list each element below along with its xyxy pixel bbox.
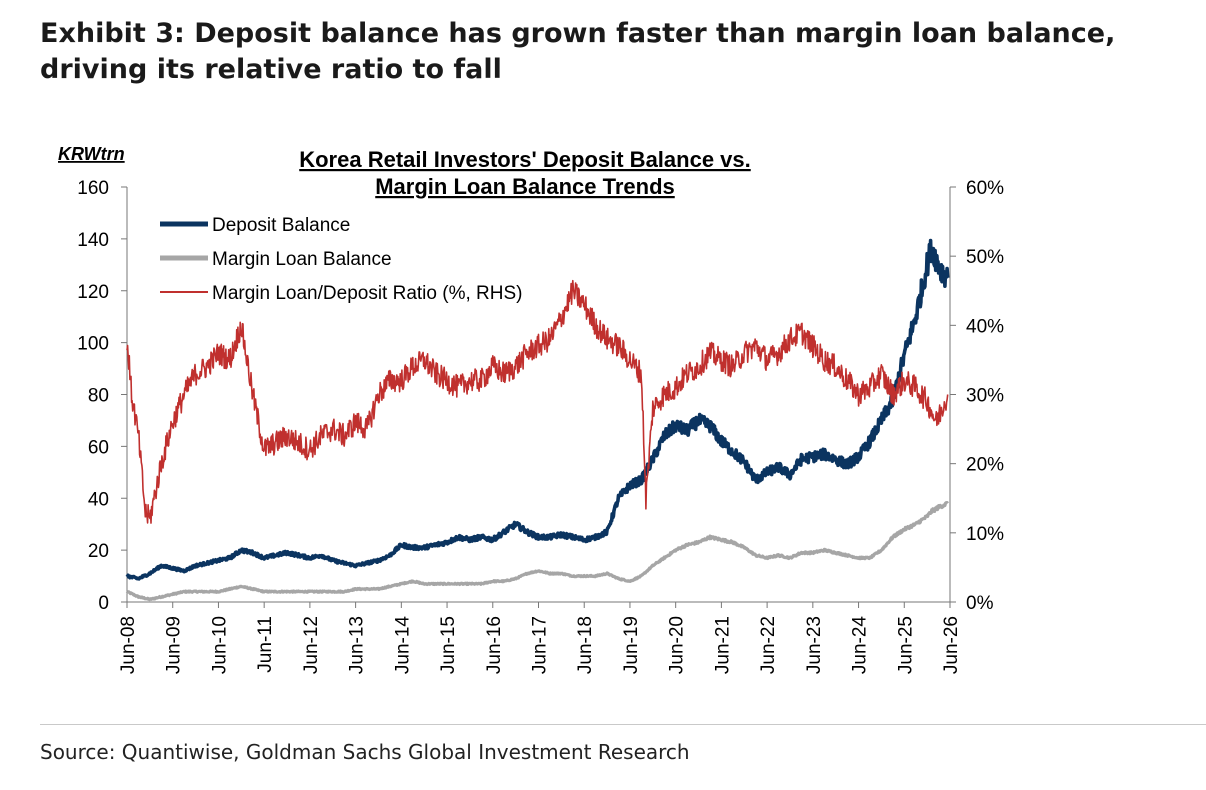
left-tick-label: 140 <box>77 230 109 251</box>
legend-label-ratio: Margin Loan/Deposit Ratio (%, RHS) <box>212 283 522 304</box>
x-tick-label: Jun-12 <box>301 616 322 674</box>
x-tick-label: Jun-19 <box>621 616 642 674</box>
x-tick-label: Jun-23 <box>804 616 825 674</box>
left-axis-unit-label: KRWtrn <box>58 144 125 164</box>
x-tick-label: Jun-15 <box>438 616 459 674</box>
x-tick-label: Jun-25 <box>895 616 916 674</box>
exhibit-title: Exhibit 3: Deposit balance has grown fas… <box>40 18 1116 85</box>
right-tick-label: 40% <box>966 316 1004 337</box>
margin-deposit-ratio-line <box>126 279 949 524</box>
left-tick-label: 80 <box>88 386 109 407</box>
x-tick-label: Jun-13 <box>347 616 368 674</box>
right-tick-label: 0% <box>966 593 994 614</box>
x-tick-label: Jun-24 <box>850 616 871 675</box>
x-tick-label: Jun-16 <box>484 616 505 674</box>
chart: Korea Retail Investors' Deposit Balance … <box>58 144 1004 675</box>
x-tick-label: Jun-18 <box>575 616 596 674</box>
footer-divider <box>40 724 1206 725</box>
x-tick-label: Jun-22 <box>758 616 779 674</box>
right-tick-label: 30% <box>966 386 1004 407</box>
left-tick-label: 100 <box>77 334 109 355</box>
left-tick-label: 120 <box>77 282 109 303</box>
source-note: Source: Quantiwise, Goldman Sachs Global… <box>40 740 690 764</box>
x-axis: Jun-08 Jun-09 Jun-10 Jun-11 Jun-12 Jun-13 Jun-… <box>118 601 962 675</box>
right-tick-label: 20% <box>966 455 1004 476</box>
legend-label-deposit: Deposit Balance <box>212 215 350 236</box>
x-tick-label: Jun-11 <box>255 616 276 673</box>
deposit-balance-line <box>125 238 950 581</box>
series-layer <box>125 238 950 602</box>
right-tick-label: 60% <box>966 178 1004 199</box>
left-tick-label: 60 <box>88 437 109 458</box>
legend: Deposit Balance Margin Loan Balance Marg… <box>160 215 522 304</box>
x-tick-label: Jun-14 <box>392 616 413 675</box>
left-tick-label: 40 <box>88 489 109 510</box>
chart-title: Korea Retail Investors' Deposit Balance … <box>299 147 751 199</box>
chart-title-line1: Korea Retail Investors' Deposit Balance … <box>299 147 751 172</box>
x-tick-label: Jun-26 <box>941 616 962 674</box>
chart-title-line2: Margin Loan Balance Trends <box>375 174 675 199</box>
left-tick-label: 0 <box>98 593 109 614</box>
x-tick-label: Jun-20 <box>667 616 688 674</box>
margin-loan-balance-line <box>125 501 949 602</box>
left-axis: 0 20 40 60 80 100 120 140 160 <box>77 178 128 614</box>
right-tick-label: 50% <box>966 247 1004 268</box>
left-tick-label: 160 <box>77 178 109 199</box>
left-tick-label: 20 <box>88 541 109 562</box>
legend-label-margin: Margin Loan Balance <box>212 249 392 270</box>
x-tick-label: Jun-21 <box>712 616 733 674</box>
x-tick-label: Jun-09 <box>164 616 185 674</box>
x-tick-label: Jun-10 <box>209 616 230 674</box>
right-tick-label: 10% <box>966 524 1004 545</box>
x-tick-label: Jun-17 <box>530 616 551 674</box>
x-tick-label: Jun-08 <box>118 616 139 674</box>
right-axis: 0% 10% 20% 30% 40% 50% 60% <box>949 178 1004 614</box>
